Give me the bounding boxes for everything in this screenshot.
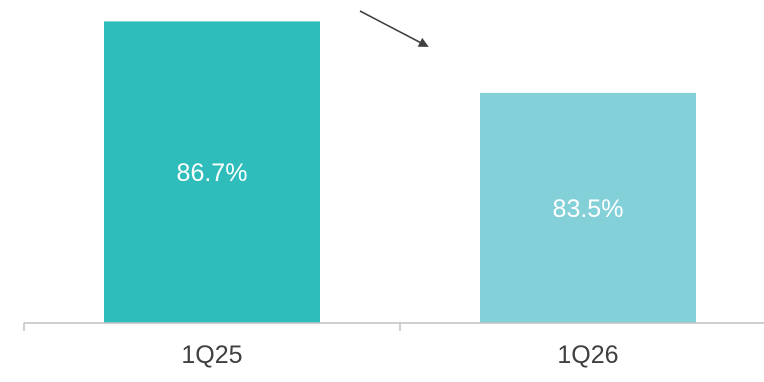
bar-1q26	[480, 92, 696, 323]
bar-1q25	[104, 21, 320, 323]
data-label-1q25: 86.7%	[177, 159, 248, 187]
trend-arrow	[359, 10, 429, 47]
x-tick-label-1q26: 1Q26	[557, 341, 618, 369]
data-label-1q26: 83.5%	[553, 195, 624, 223]
x-tick-label-1q25: 1Q25	[181, 341, 242, 369]
